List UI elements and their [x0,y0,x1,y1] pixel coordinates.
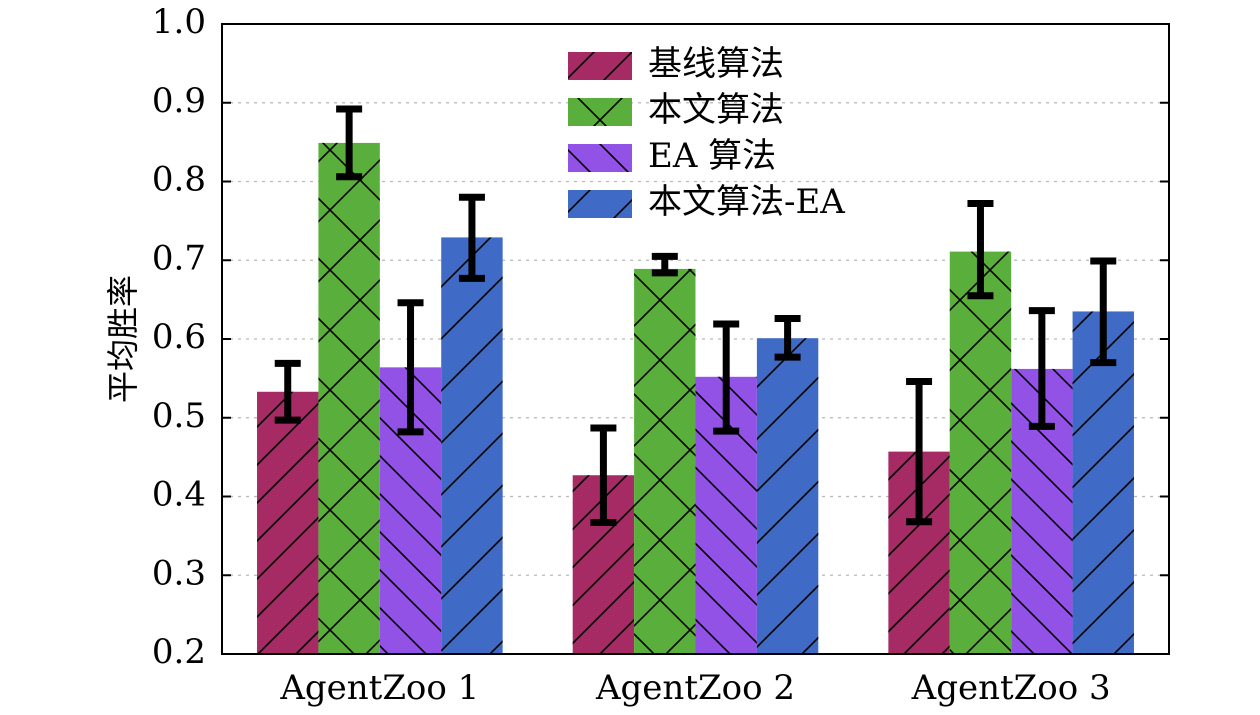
y-tick-label: 0.6 [152,317,206,357]
bar-hatch [634,268,696,654]
x-tick-label: AgentZoo 2 [595,668,795,708]
x-tick-label: AgentZoo 1 [279,668,479,708]
legend-swatch-hatch [568,52,632,80]
legend-label: 基线算法 [648,44,784,84]
legend-swatch-hatch [568,98,632,126]
bar-hatch [756,338,819,654]
bar-hatch [257,391,319,654]
y-tick-label: 0.5 [152,396,206,436]
bar-hatch [318,142,380,654]
y-tick-label: 0.9 [152,81,206,121]
x-tick-label: AgentZoo 3 [911,668,1111,708]
legend-swatch-hatch [568,144,632,172]
legend-label: 本文算法 [648,90,784,130]
error-bars [274,105,1117,526]
bar-hatch [441,237,503,654]
bar-hatch [1072,311,1134,654]
y-tick-label: 1.0 [152,2,206,42]
y-tick-label: 0.3 [152,553,206,593]
y-tick-label: 0.4 [152,475,206,515]
x-axis: AgentZoo 1 AgentZoo 2 AgentZoo 3 [279,668,1110,708]
legend-swatch-hatch [568,190,632,218]
y-axis-label: 平均胜率 [104,275,142,403]
bars [257,142,1134,654]
y-tick-label: 0.7 [152,238,206,278]
legend-label: 本文算法-EA [648,182,845,222]
bar-hatch [949,251,1012,654]
y-axis: 0.2 0.3 0.4 0.5 0.6 0.7 0.8 0.9 1.0 [152,2,1169,672]
legend-label: EA 算法 [648,136,776,176]
y-tick-label: 0.8 [152,160,206,200]
y-tick-label: 0.2 [152,632,206,672]
